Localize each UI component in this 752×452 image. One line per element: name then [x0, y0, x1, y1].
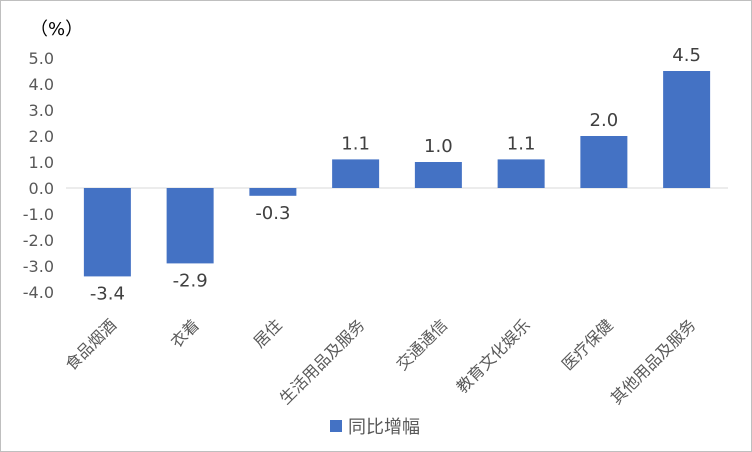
data-label: -2.9: [173, 270, 208, 291]
y-tick-label: 5.0: [29, 49, 54, 68]
category-label: 居住: [250, 315, 286, 351]
y-tick-label: 0.0: [29, 179, 54, 198]
data-label: -3.4: [90, 283, 125, 304]
category-label: 教育文化娱乐: [453, 315, 534, 396]
y-tick-label: -1.0: [23, 205, 54, 224]
bar: [414, 162, 462, 188]
data-label: 2.0: [590, 110, 619, 131]
y-tick-label: 1.0: [29, 153, 54, 172]
data-label: 1.1: [341, 133, 370, 154]
category-label: 生活用品及服务: [276, 315, 369, 408]
data-label: -0.3: [255, 203, 290, 224]
category-label: 医疗保健: [558, 315, 617, 374]
legend: 同比增幅: [330, 417, 420, 438]
bar: [83, 188, 131, 277]
category-label: 其他用品及服务: [607, 315, 700, 408]
bar: [663, 71, 711, 188]
category-label: 衣着: [167, 315, 203, 351]
y-tick-label: 3.0: [29, 101, 54, 120]
bar: [166, 188, 214, 264]
data-label: 4.5: [672, 45, 701, 66]
legend-swatch: [330, 420, 342, 432]
legend-label: 同比增幅: [348, 417, 420, 438]
bar: [580, 136, 628, 188]
category-label: 交通通信: [393, 315, 452, 374]
y-tick-label: -3.0: [23, 257, 54, 276]
bar: [332, 159, 380, 188]
y-tick-label: -4.0: [23, 283, 54, 302]
bar: [497, 159, 545, 188]
bar: [249, 188, 297, 196]
category-label: 食品烟酒: [62, 315, 121, 374]
y-tick-label: -2.0: [23, 231, 54, 250]
data-label: 1.1: [507, 133, 536, 154]
y-tick-label: 4.0: [29, 75, 54, 94]
y-unit-label: （%）: [30, 19, 83, 40]
data-label: 1.0: [424, 136, 453, 157]
y-tick-label: 2.0: [29, 127, 54, 146]
